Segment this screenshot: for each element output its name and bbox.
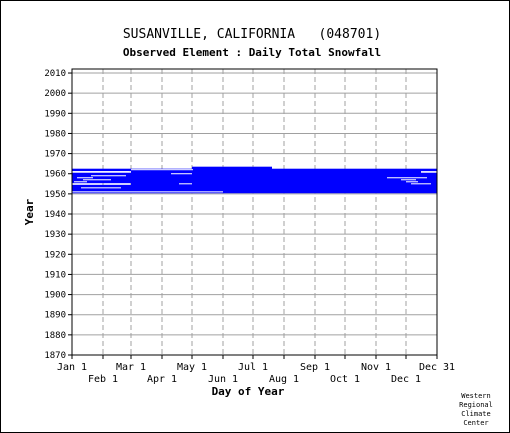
coverage-gap bbox=[83, 179, 111, 181]
coverage-gap bbox=[179, 183, 192, 185]
coverage-bar bbox=[72, 172, 437, 176]
coverage-gap bbox=[81, 187, 121, 189]
coverage-bars bbox=[72, 166, 437, 194]
y-axis-ticks: 1870 1880 1890 1900 1910 1920 1930 1940 1950 1960… bbox=[44, 69, 72, 361]
y-tick-label: 1890 bbox=[44, 311, 66, 321]
y-axis-label: Year bbox=[23, 198, 36, 225]
x-tick-label: Jul 1 bbox=[238, 362, 268, 373]
coverage-bar bbox=[72, 184, 437, 188]
credit-block: Western Regional Climate Center bbox=[459, 392, 493, 427]
x-tick-label: Feb 1 bbox=[88, 374, 118, 385]
credit-line-1: Western bbox=[461, 392, 491, 400]
x-tick-label: Nov 1 bbox=[361, 362, 391, 373]
coverage-gap bbox=[91, 175, 126, 177]
credit-line-2: Regional bbox=[459, 401, 493, 409]
credit-line-3: Climate bbox=[461, 410, 491, 418]
x-tick-label: Dec 1 bbox=[391, 374, 421, 385]
y-tick-label: 1910 bbox=[44, 270, 66, 280]
coverage-gap bbox=[74, 181, 87, 183]
y-tick-label: 1950 bbox=[44, 190, 66, 200]
coverage-gap bbox=[72, 171, 129, 173]
x-tick-label: Jan 1 bbox=[57, 362, 87, 373]
coverage-gap bbox=[406, 181, 418, 183]
y-tick-label: 1960 bbox=[44, 170, 66, 180]
coverage-bar bbox=[131, 170, 421, 174]
y-tick-label: 2000 bbox=[44, 89, 66, 99]
y-tick-label: 1970 bbox=[44, 150, 66, 160]
credit-line-4: Center bbox=[463, 419, 488, 427]
x-tick-label: Oct 1 bbox=[330, 374, 360, 385]
y-tick-label: 1990 bbox=[44, 109, 66, 119]
coverage-bar bbox=[72, 176, 437, 180]
gridlines bbox=[72, 69, 437, 356]
coverage-bar bbox=[131, 182, 437, 186]
y-tick-label: 1930 bbox=[44, 230, 66, 240]
y-tick-label: 2010 bbox=[44, 69, 66, 79]
chart-title: SUSANVILLE, CALIFORNIA (048701) bbox=[123, 27, 381, 42]
coverage-bar bbox=[72, 174, 437, 178]
y-tick-label: 1870 bbox=[44, 351, 66, 361]
x-tick-label: Mar 1 bbox=[116, 362, 146, 373]
x-tick-label: Sep 1 bbox=[300, 362, 330, 373]
y-tick-label: 1940 bbox=[44, 210, 66, 220]
x-tick-label: May 1 bbox=[177, 362, 207, 373]
chart-subtitle: Observed Element : Daily Total Snowfall bbox=[123, 46, 381, 59]
y-tick-label: 1980 bbox=[44, 129, 66, 139]
y-tick-label: 1920 bbox=[44, 250, 66, 260]
coverage-gap bbox=[72, 191, 223, 193]
x-tick-label: Jun 1 bbox=[208, 374, 238, 385]
coverage-bar bbox=[72, 178, 437, 182]
x-axis-ticks: Jan 1 Mar 1 May 1 Jul 1 Sep 1 Nov 1 Dec 31 Feb … bbox=[57, 355, 455, 385]
x-tick-label: Aug 1 bbox=[269, 374, 299, 385]
coverage-gap bbox=[387, 177, 427, 179]
x-tick-label: Apr 1 bbox=[147, 374, 177, 385]
coverage-gap bbox=[411, 183, 431, 185]
coverage-bar bbox=[72, 186, 437, 190]
coverage-gap bbox=[77, 177, 93, 179]
coverage-gap bbox=[171, 173, 192, 175]
coverage-bar bbox=[72, 180, 437, 184]
x-tick-label: Dec 31 bbox=[419, 362, 455, 373]
coverage-gap bbox=[401, 179, 416, 181]
coverage-bar bbox=[72, 168, 437, 172]
x-axis-label: Day of Year bbox=[212, 385, 285, 398]
y-tick-label: 1880 bbox=[44, 331, 66, 341]
y-tick-label: 1900 bbox=[44, 291, 66, 301]
plot-area-border bbox=[71, 68, 438, 356]
coverage-bar bbox=[192, 166, 272, 170]
coverage-bar bbox=[72, 190, 437, 194]
coverage-bar bbox=[72, 188, 437, 192]
coverage-gap bbox=[131, 169, 193, 171]
